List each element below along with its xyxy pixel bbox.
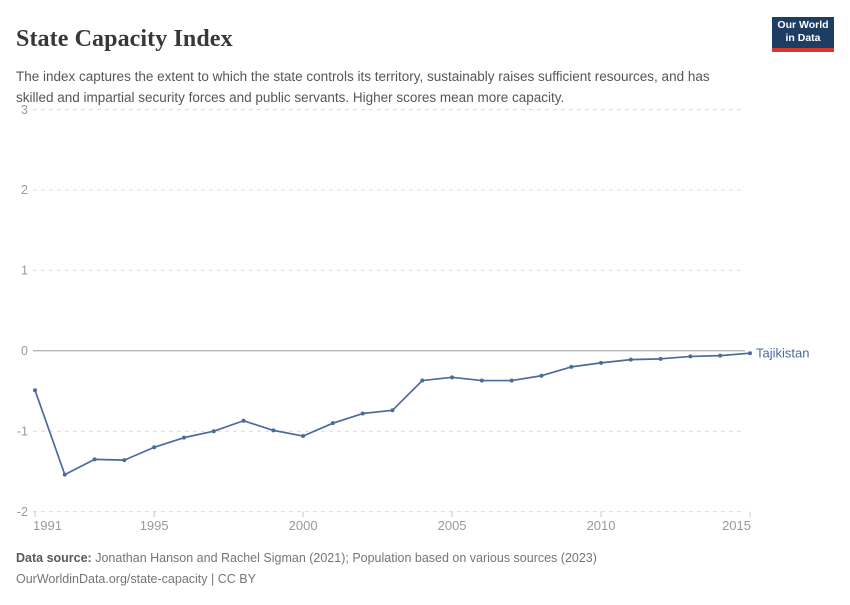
data-point bbox=[390, 408, 395, 413]
owid-logo-line1: Our World bbox=[777, 19, 829, 31]
data-point bbox=[33, 388, 37, 393]
footer-source-line: Data source: Jonathan Hanson and Rachel … bbox=[16, 548, 836, 569]
owid-logo-line2: in Data bbox=[785, 32, 821, 44]
y-axis-tick-label: -2 bbox=[17, 505, 28, 519]
data-point bbox=[241, 418, 246, 423]
x-axis-tick-label: 2005 bbox=[438, 518, 467, 533]
y-axis-tick-label: 3 bbox=[21, 103, 28, 117]
footer-link-line: OurWorldinData.org/state-capacity | CC B… bbox=[16, 572, 256, 586]
data-point bbox=[599, 360, 604, 365]
y-axis-tick-label: -1 bbox=[17, 424, 28, 438]
y-axis-tick-label: 2 bbox=[21, 183, 28, 197]
x-axis-tick-label: 2010 bbox=[587, 518, 616, 533]
chart-subtitle: The index captures the extent to which t… bbox=[16, 68, 710, 105]
data-point bbox=[122, 458, 127, 463]
data-point bbox=[569, 364, 574, 369]
x-axis-tick-label: 1991 bbox=[33, 518, 62, 533]
data-point bbox=[688, 354, 693, 359]
data-point bbox=[420, 378, 425, 383]
y-axis-tick-label: 0 bbox=[21, 344, 28, 358]
data-point bbox=[62, 472, 67, 477]
data-point bbox=[450, 375, 455, 380]
data-point bbox=[330, 421, 335, 426]
data-point bbox=[748, 351, 752, 356]
data-point bbox=[92, 457, 97, 462]
data-point bbox=[360, 411, 365, 416]
x-axis-tick-label: 2000 bbox=[289, 518, 318, 533]
data-point bbox=[211, 429, 216, 434]
series-end-label: Tajikistan bbox=[756, 346, 809, 361]
y-axis-tick-label: 1 bbox=[21, 264, 28, 278]
data-point bbox=[539, 373, 544, 378]
x-axis-tick-label: 1995 bbox=[140, 518, 169, 533]
data-point bbox=[479, 378, 484, 383]
page-title: State Capacity Index bbox=[16, 26, 233, 53]
owid-logo-red-bar bbox=[772, 48, 834, 52]
series-line bbox=[34, 352, 751, 476]
data-point bbox=[152, 445, 157, 450]
data-point bbox=[181, 435, 186, 440]
data-point bbox=[718, 353, 723, 358]
chart-footer: Data source: Jonathan Hanson and Rachel … bbox=[16, 548, 836, 590]
data-point bbox=[271, 428, 276, 433]
owid-logo-box: Our World in Data bbox=[772, 17, 834, 48]
data-point bbox=[301, 434, 306, 439]
data-point bbox=[509, 378, 514, 383]
x-axis-tick-label: 2015 bbox=[722, 518, 751, 533]
data-source-text: Jonathan Hanson and Rachel Sigman (2021)… bbox=[91, 551, 597, 565]
data-source-label: Data source: bbox=[16, 551, 92, 565]
data-point bbox=[658, 356, 663, 361]
data-point bbox=[628, 357, 633, 362]
owid-logo: Our World in Data bbox=[772, 17, 834, 52]
